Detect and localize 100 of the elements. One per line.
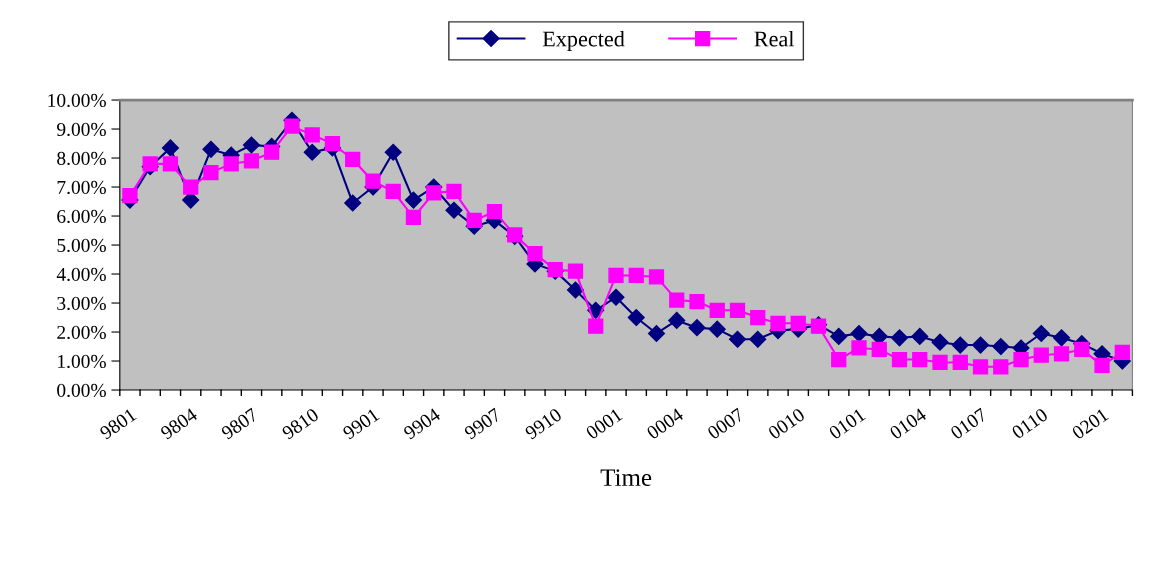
point xyxy=(426,185,442,201)
point xyxy=(243,153,260,169)
point xyxy=(648,269,665,285)
point xyxy=(304,127,320,143)
point xyxy=(1013,351,1029,368)
point xyxy=(932,354,948,371)
y-tick-label: 0.00% xyxy=(57,383,106,398)
point xyxy=(608,267,624,284)
point xyxy=(162,156,179,172)
x-tick-label: 0201 xyxy=(1071,407,1109,440)
point xyxy=(223,156,239,172)
x-tick-label: 0104 xyxy=(888,407,928,440)
point xyxy=(1114,344,1130,360)
point xyxy=(264,144,280,160)
x-tick-label: 0007 xyxy=(706,407,745,440)
point xyxy=(749,330,767,348)
point xyxy=(445,201,463,219)
point xyxy=(750,309,766,326)
x-tick-label: 9904 xyxy=(402,407,442,440)
x-tick-label: 9901 xyxy=(341,407,380,440)
point xyxy=(952,354,968,371)
point xyxy=(911,327,929,345)
point xyxy=(466,212,482,229)
y-tick-label: 10.00% xyxy=(48,93,106,108)
y-tick-label: 4.00% xyxy=(56,267,106,282)
x-tick-label: 0110 xyxy=(1010,407,1049,440)
point xyxy=(729,302,746,318)
point xyxy=(142,156,158,172)
point xyxy=(850,324,868,343)
point xyxy=(242,136,260,154)
point xyxy=(628,267,644,284)
point xyxy=(405,209,422,226)
x-tick-label: 9801 xyxy=(98,407,137,440)
point xyxy=(931,333,949,351)
x-axis-title: Time xyxy=(600,469,652,487)
point xyxy=(972,359,989,375)
point xyxy=(891,351,908,368)
point xyxy=(831,351,847,368)
point xyxy=(971,336,990,354)
x-tick-label: 0101 xyxy=(828,407,866,440)
point xyxy=(203,164,219,181)
point xyxy=(669,292,685,308)
x-tick-label: 9804 xyxy=(159,407,199,440)
point xyxy=(951,336,969,354)
point xyxy=(830,327,848,345)
point xyxy=(161,139,179,157)
x-tick-label: 9810 xyxy=(281,407,320,440)
x-tick-label: 0001 xyxy=(585,407,623,440)
point xyxy=(365,173,381,189)
x-tick-label: 0010 xyxy=(767,407,806,440)
point xyxy=(890,329,909,347)
point xyxy=(183,179,199,195)
point xyxy=(384,143,402,161)
point xyxy=(993,359,1009,375)
y-tick-label: 9.00% xyxy=(57,122,106,137)
x-tick-label: 0107 xyxy=(949,407,988,440)
point xyxy=(324,135,341,152)
point xyxy=(709,302,725,318)
y-tick-label: 1.00% xyxy=(58,354,106,369)
point xyxy=(122,188,138,204)
legend-label: Expected xyxy=(542,30,625,52)
point xyxy=(647,324,666,343)
point xyxy=(1053,346,1070,362)
point xyxy=(871,341,887,358)
y-tick-label: 6.00% xyxy=(57,209,106,224)
point xyxy=(1052,329,1071,347)
point xyxy=(1074,341,1090,358)
point xyxy=(486,204,503,220)
point xyxy=(1033,347,1049,363)
point xyxy=(344,194,362,212)
point xyxy=(202,140,220,158)
x-tick-label: 9910 xyxy=(524,407,563,440)
y-tick-label: 2.00% xyxy=(57,325,106,340)
point xyxy=(1094,357,1110,374)
x-tick-label: 9907 xyxy=(463,407,502,440)
point xyxy=(688,319,706,337)
y-tick-label: 3.00% xyxy=(57,296,106,311)
point xyxy=(567,263,584,279)
point xyxy=(566,281,585,299)
point xyxy=(770,315,786,331)
y-tick-label: 5.00% xyxy=(57,238,106,253)
point xyxy=(303,143,321,161)
point xyxy=(284,118,300,134)
point xyxy=(404,191,423,209)
point xyxy=(912,351,928,368)
point xyxy=(345,151,361,168)
point xyxy=(708,320,726,338)
point xyxy=(627,308,645,327)
x-tick-label: 9807 xyxy=(220,407,259,440)
point xyxy=(527,246,543,262)
y-tick-label: 8.00% xyxy=(57,151,106,166)
legend-label: Real xyxy=(754,30,795,47)
point xyxy=(446,183,462,200)
point xyxy=(689,293,705,310)
point xyxy=(728,330,747,348)
y-tick-label: 7.00% xyxy=(57,180,106,195)
x-tick-label: 0004 xyxy=(645,407,685,440)
point xyxy=(385,183,401,200)
point xyxy=(668,311,686,329)
point xyxy=(1032,324,1050,343)
